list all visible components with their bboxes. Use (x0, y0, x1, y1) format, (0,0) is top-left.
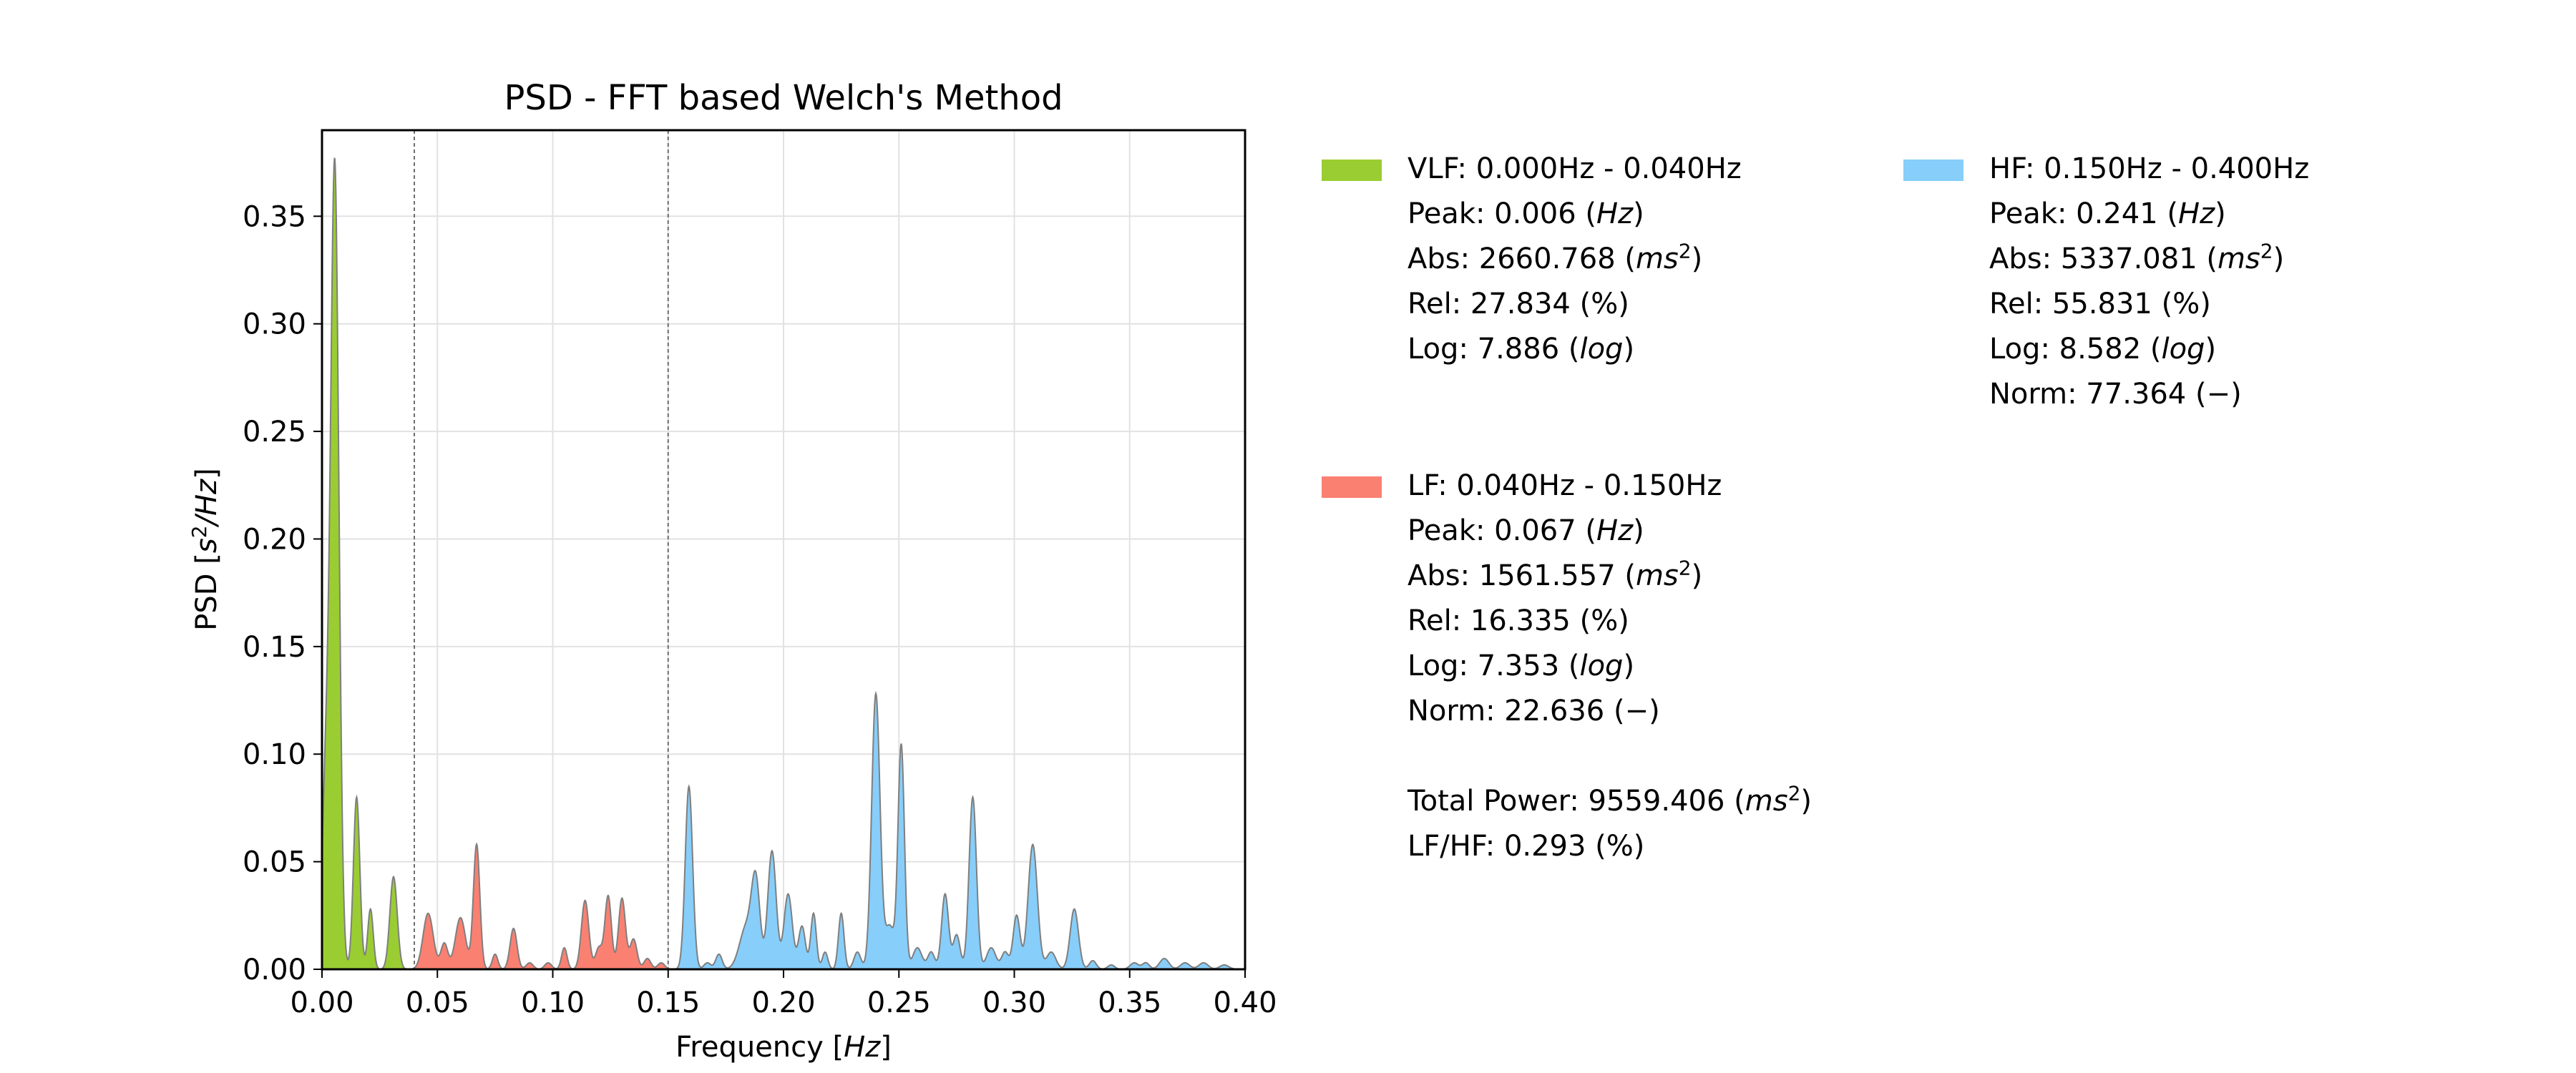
x-tick-label: 0.35 (1098, 986, 1161, 1019)
vlf-log: Log: 7.886 (log) (1407, 333, 1635, 366)
x-tick-label: 0.00 (290, 986, 353, 1019)
legend-spacer (1407, 734, 1812, 779)
psd-line (321, 157, 1245, 970)
lf-header: LF: 0.040Hz - 0.150Hz (1407, 469, 1722, 502)
x-tick-label: 0.25 (867, 986, 931, 1019)
hf-rel: Rel: 55.831 (%) (1989, 288, 2211, 320)
x-axis-label: Frequency [Hz] (675, 1031, 892, 1064)
x-tick-label: 0.05 (406, 986, 469, 1019)
lf-hf-ratio: LF/HF: 0.293 (%) (1407, 830, 1645, 863)
legend-vlf: VLF: 0.000Hz - 0.040Hz Peak: 0.006 (Hz) … (1322, 147, 1742, 372)
band-boundary-lines (414, 130, 669, 969)
lf-abs: Abs: 1561.557 (ms2) (1407, 556, 1703, 592)
x-tick-label: 0.40 (1213, 986, 1277, 1019)
band-area-vlf (322, 157, 414, 969)
x-tick-label: 0.10 (521, 986, 585, 1019)
lf-rel: Rel: 16.335 (%) (1407, 604, 1629, 637)
y-tick-label: 0.15 (243, 631, 306, 664)
legend-hf: HF: 0.150Hz - 0.400Hz Peak: 0.241 (Hz) A… (1903, 147, 2310, 417)
y-tick-label: 0.30 (243, 308, 306, 341)
legend-lf: LF: 0.040Hz - 0.150Hz Peak: 0.067 (Hz) A… (1322, 464, 1812, 869)
lf-norm: Norm: 22.636 (−) (1407, 695, 1660, 727)
hf-swatch (1903, 160, 1963, 181)
lf-swatch (1322, 476, 1382, 498)
total-power: Total Power: 9559.406 (ms2) (1407, 781, 1812, 818)
x-tick-label: 0.15 (636, 986, 700, 1019)
chart-title: PSD - FFT based Welch's Method (504, 78, 1063, 118)
y-tick-label: 0.35 (243, 200, 306, 233)
hf-header: HF: 0.150Hz - 0.400Hz (1989, 152, 2310, 185)
lf-log: Log: 7.353 (log) (1407, 650, 1635, 682)
x-tick-label: 0.20 (751, 986, 815, 1019)
hf-log: Log: 8.582 (log) (1989, 333, 2217, 366)
hf-abs: Abs: 5337.081 (ms2) (1989, 239, 2285, 275)
y-tick-label: 0.25 (243, 416, 306, 449)
y-axis-label: PSD [s2/Hz] (187, 468, 223, 630)
x-tick-label: 0.30 (982, 986, 1046, 1019)
y-tick-label: 0.00 (243, 954, 306, 986)
vlf-abs: Abs: 2660.768 (ms2) (1407, 239, 1703, 275)
band-area-hf (668, 693, 1245, 969)
y-tick-label: 0.20 (243, 523, 306, 556)
hf-peak: Peak: 0.241 (Hz) (1989, 197, 2226, 230)
hf-norm: Norm: 77.364 (−) (1989, 378, 2242, 411)
y-tick-label: 0.05 (243, 846, 306, 879)
vlf-swatch (1322, 160, 1382, 181)
band-area-lf (414, 844, 668, 969)
psd-band-areas (321, 157, 1245, 970)
vlf-header: VLF: 0.000Hz - 0.040Hz (1407, 152, 1742, 185)
axis-ticks: 0.00 0.05 0.10 0.15 0.20 0.25 0.30 0.35 0.40 0.00… (243, 200, 1277, 1019)
vlf-rel: Rel: 27.834 (%) (1407, 288, 1629, 320)
grid-lines (321, 130, 1246, 970)
y-tick-label: 0.10 (243, 738, 306, 771)
lf-peak: Peak: 0.067 (Hz) (1407, 514, 1644, 547)
vlf-peak: Peak: 0.006 (Hz) (1407, 197, 1644, 230)
